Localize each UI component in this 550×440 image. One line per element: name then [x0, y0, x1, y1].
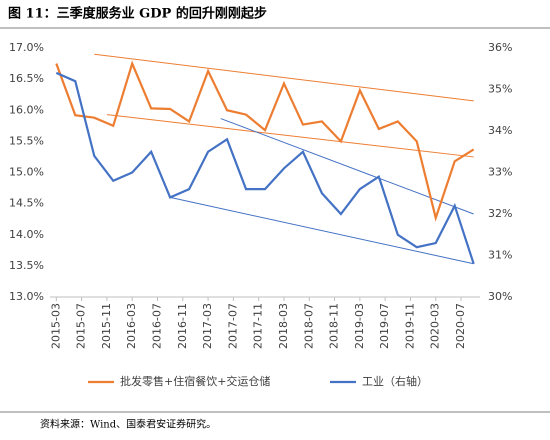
x-tick-label: 2018-11 [328, 303, 341, 349]
y2-tick-label: 34% [488, 124, 512, 137]
x-tick-label: 2016-03 [125, 303, 138, 349]
y-tick-label: 13.5% [9, 259, 44, 272]
y-tick-label: 17.0% [9, 41, 44, 54]
x-tick-label: 2019-11 [403, 303, 416, 349]
y-tick-label: 16.5% [9, 72, 44, 85]
x-tick-label: 2016-11 [176, 303, 189, 349]
y-tick-label: 16.0% [9, 103, 44, 116]
x-tick-label: 2019-03 [353, 303, 366, 349]
x-tick-label: 2017-11 [252, 303, 265, 349]
x-tick-label: 2019-07 [378, 303, 391, 349]
y2-tick-label: 30% [488, 290, 512, 303]
y2-tick-label: 35% [488, 83, 512, 96]
y2-tick-label: 33% [488, 166, 512, 179]
x-tick-label: 2017-03 [201, 303, 214, 349]
y-tick-label: 15.5% [9, 134, 44, 147]
x-tick-label: 2018-07 [302, 303, 315, 349]
y2-tick-label: 36% [488, 41, 512, 54]
y-tick-label: 15.0% [9, 166, 44, 179]
x-tick-label: 2015-07 [75, 303, 88, 349]
series-line [55, 60, 475, 222]
x-tick-label: 2020-07 [454, 303, 467, 349]
x-tick-label: 2016-07 [151, 303, 164, 349]
x-tick-label: 2018-03 [277, 303, 290, 349]
y2-tick-label: 32% [488, 207, 512, 220]
y2-tick-label: 31% [488, 249, 512, 262]
y-tick-label: 14.5% [9, 197, 44, 210]
chart-title: 图 11：三季度服务业 GDP 的回升刚刚起步 [8, 6, 267, 22]
series-line [55, 71, 475, 265]
source-note: 资料来源：Wind、国泰君安证券研究。 [40, 418, 216, 431]
legend-label: 批发零售+住宿餐饮+交运仓储 [120, 374, 270, 388]
x-tick-label: 2020-03 [429, 303, 442, 349]
trend-line [170, 196, 474, 265]
x-tick-label: 2015-11 [100, 303, 113, 349]
x-tick-label: 2017-07 [226, 303, 239, 349]
y-tick-label: 14.0% [9, 228, 44, 241]
trend-line [220, 118, 474, 215]
trend-line [106, 114, 474, 158]
trend-line [94, 53, 474, 102]
y-tick-label: 13.0% [9, 290, 44, 303]
x-tick-label: 2015-03 [49, 303, 62, 349]
legend-label: 工业（右轴） [362, 374, 428, 388]
